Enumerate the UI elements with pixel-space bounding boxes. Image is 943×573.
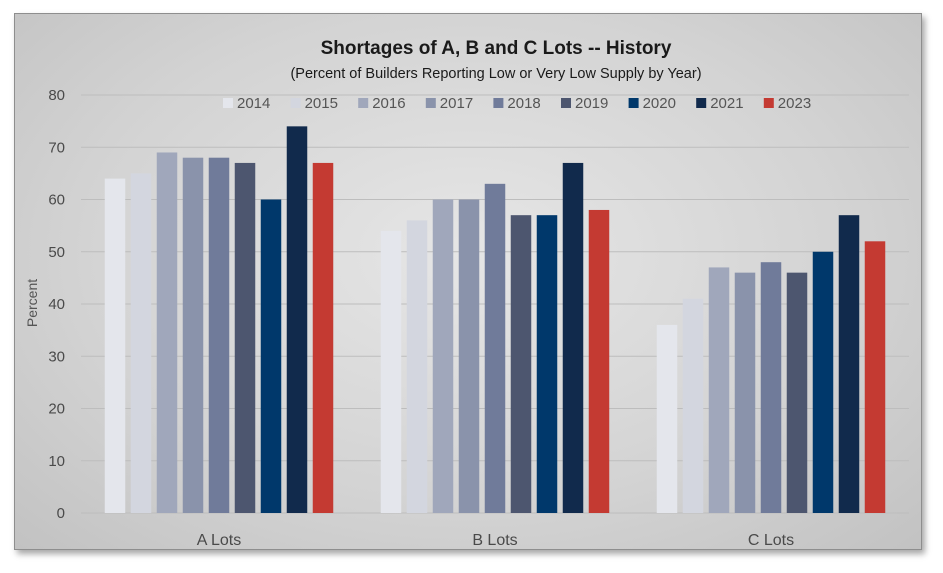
bar-c-lots-2017 [734,272,756,513]
y-tick-label: 30 [48,348,65,365]
y-axis-ticks: 0 10 20 30 40 50 60 70 80 [48,87,65,522]
bar-b-lots-2014 [380,230,402,513]
bar-a-lots-2023 [312,162,334,514]
bar-c-lots-2015 [682,298,704,513]
y-tick-label: 40 [48,296,65,313]
bar-chart: Shortages of A, B and C Lots -- History … [24,38,909,549]
legend-entry: 2015 [305,95,338,112]
bar-b-lots-2018 [484,183,506,513]
bar-b-lots-2019 [510,215,532,514]
x-category-label: A Lots [197,532,241,549]
legend-entry: 2019 [575,95,608,112]
bar-b-lots-2023 [588,209,610,513]
legend-entry: 2016 [372,95,405,112]
legend-entry: 2014 [237,95,270,112]
legend-swatch [763,98,774,108]
bar-c-lots-2021 [838,215,860,514]
y-tick-label: 50 [48,244,65,261]
legend-swatch [358,98,369,108]
bar-c-lots-2016 [708,267,730,513]
bar-a-lots-2020 [260,199,282,513]
legend-swatch [223,98,233,108]
legend-swatch [290,98,301,108]
bar-c-lots-2018 [760,262,782,513]
chart-title: Shortages of A, B and C Lots -- History [321,38,672,59]
bar-b-lots-2017 [458,199,480,513]
bars [104,126,886,514]
bar-a-lots-2021 [286,126,308,513]
y-tick-label: 60 [48,192,65,209]
legend-swatch [561,98,571,108]
bar-a-lots-2019 [234,162,256,514]
legend-entry: 2017 [440,95,473,112]
legend-swatch [493,98,504,108]
legend-entry: 2021 [710,95,743,112]
bar-b-lots-2015 [406,220,428,513]
bar-b-lots-2016 [432,199,454,513]
x-category-label: C Lots [748,532,794,549]
bar-b-lots-2021 [562,162,584,514]
y-tick-label: 20 [48,401,65,418]
y-tick-label: 70 [48,139,65,156]
bar-a-lots-2014 [104,178,126,513]
legend: 2014 2015 2016 2017 2018 2019 2020 2021 2023 [223,95,811,112]
x-axis-categories: A Lots B Lots C Lots [197,532,794,549]
bar-c-lots-2023 [864,241,886,514]
legend-entry: 2023 [778,95,811,112]
y-tick-label: 0 [57,505,65,522]
y-axis-label: Percent [24,279,40,327]
y-tick-label: 80 [48,87,65,104]
bar-b-lots-2020 [536,215,558,514]
bar-a-lots-2018 [208,157,230,513]
bar-a-lots-2015 [130,173,152,513]
legend-swatch [425,98,436,108]
x-category-label: B Lots [472,532,517,549]
bar-a-lots-2016 [156,152,178,513]
legend-entry: 2018 [507,95,540,112]
chart-subtitle: (Percent of Builders Reporting Low or Ve… [290,66,701,82]
bar-a-lots-2017 [182,157,204,513]
legend-swatch [628,98,639,108]
bar-c-lots-2020 [812,251,834,513]
legend-swatch [696,98,707,108]
chart-frame: Shortages of A, B and C Lots -- History … [14,13,922,550]
y-tick-label: 10 [48,453,65,470]
bar-c-lots-2019 [786,272,808,513]
bar-c-lots-2014 [656,324,678,513]
legend-entry: 2020 [643,95,676,112]
